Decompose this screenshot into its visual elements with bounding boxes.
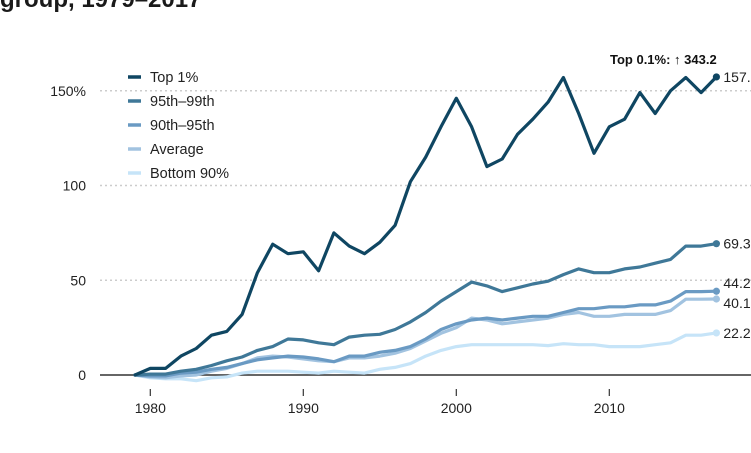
end-label-p95_99: 69.3	[723, 236, 750, 252]
legend-label-top1: Top 1%	[150, 70, 198, 86]
series-line-top1	[133, 75, 718, 377]
series-lines	[133, 75, 718, 383]
series-line-bottom90	[133, 331, 718, 383]
series-line-p90_95	[133, 289, 718, 378]
end-point-top1	[712, 73, 721, 81]
end-point-p90_95	[712, 287, 721, 295]
x-axis: 1980 1990 2000 2010	[135, 389, 625, 416]
end-label-p90_95: 44.2	[723, 275, 750, 291]
x-tick-label: 1990	[288, 400, 319, 416]
series-line-p95_99	[133, 242, 718, 377]
end-label-average: 40.1	[723, 295, 750, 311]
legend: Top 1% 95th–99th 90th–95th Average Bottom 90…	[128, 70, 229, 182]
y-tick-label: 150%	[50, 83, 86, 99]
end-label-top1: 157.3	[723, 69, 751, 85]
y-tick-label: 50	[70, 272, 86, 288]
legend-label-bottom90: Bottom 90%	[150, 166, 229, 182]
end-point-bottom90	[712, 329, 721, 337]
end-point-p95_99	[712, 240, 721, 248]
y-tick-label: 0	[78, 367, 86, 383]
y-axis: 0 50 100 150%	[50, 83, 86, 383]
chart-title: group, 1979–2017	[0, 0, 201, 14]
top-0-1-callout: Top 0.1%: ↑ 343.2	[610, 52, 717, 67]
x-tick-label: 1980	[135, 400, 166, 416]
legend-label-average: Average	[150, 142, 204, 158]
gridlines	[100, 90, 751, 376]
legend-label-p95_99: 95th–99th	[150, 94, 215, 110]
y-tick-label: 100	[63, 178, 87, 194]
x-tick-label: 2010	[594, 400, 625, 416]
end-markers: 157.3 69.3 44.2 40.1 22.2	[712, 69, 751, 341]
x-tick-label: 2000	[441, 400, 472, 416]
end-label-bottom90: 22.2	[723, 325, 750, 341]
legend-label-p90_95: 90th–95th	[150, 118, 215, 134]
end-point-average	[712, 295, 721, 303]
